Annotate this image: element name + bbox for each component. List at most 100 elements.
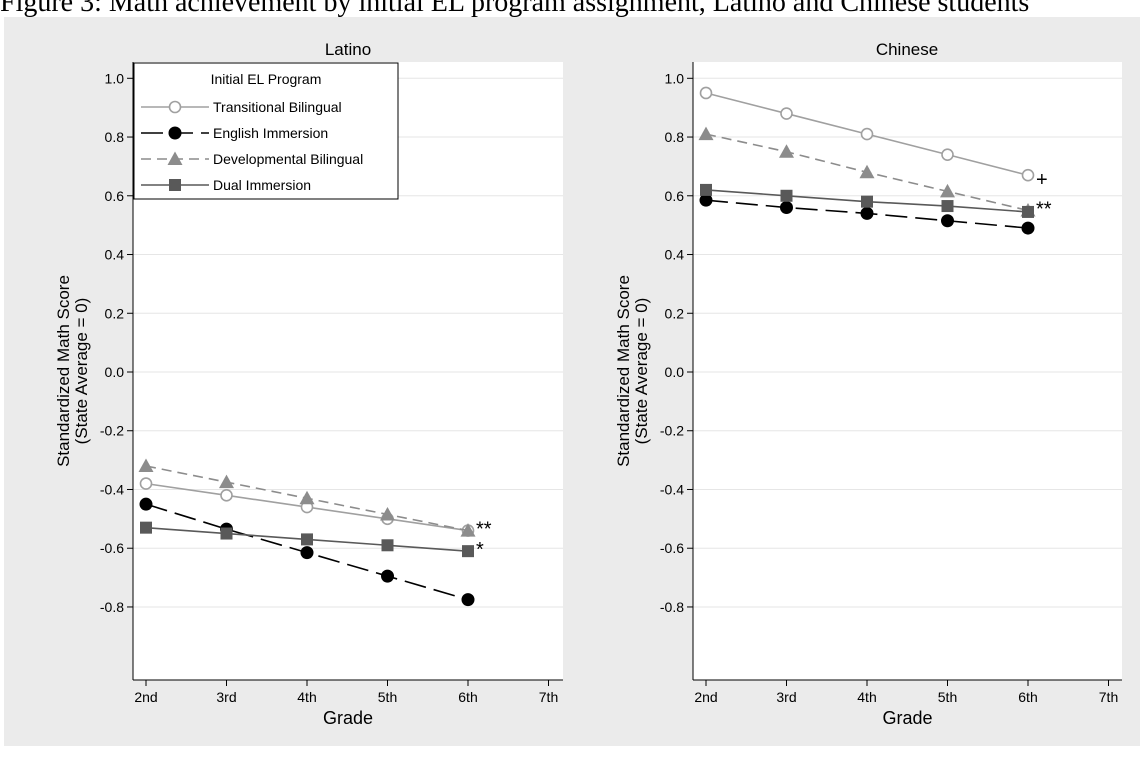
series-developmental-bilingual — [138, 458, 476, 537]
x-tick-label: 3rd — [216, 689, 236, 705]
legend-title: Initial EL Program — [211, 71, 322, 87]
data-point — [700, 183, 712, 196]
data-point — [460, 523, 476, 537]
data-point — [699, 86, 713, 100]
data-point — [941, 200, 954, 213]
x-tick-label: 5th — [378, 689, 397, 705]
data-point — [219, 474, 234, 489]
data-point — [1022, 205, 1034, 218]
x-tick-label: 6th — [458, 689, 477, 705]
legend-marker — [169, 179, 181, 191]
x-tick-label: 3rd — [776, 689, 796, 705]
legend-label: Developmental Bilingual — [213, 151, 363, 167]
y-tick-label: 0.4 — [665, 247, 685, 263]
y-tick-label: -0.6 — [660, 540, 684, 556]
data-point — [461, 593, 475, 607]
data-point — [698, 126, 714, 141]
y-tick-label: 1.0 — [665, 70, 685, 86]
y-tick-label: 0.2 — [105, 305, 125, 321]
y-tick-label: 0.8 — [665, 129, 685, 145]
legend-label: English Immersion — [213, 125, 328, 141]
panel-title: Latino — [325, 40, 371, 59]
data-point — [699, 193, 713, 207]
data-point — [139, 477, 153, 490]
y-tick-label: -0.4 — [660, 481, 684, 497]
figure-caption: Figure 3: Math achievement by initial EL… — [0, 0, 1030, 18]
data-point — [780, 189, 793, 202]
data-point — [860, 127, 874, 141]
y-axis-title: Standardized Math Score — [614, 275, 633, 467]
data-point — [462, 545, 474, 558]
y-tick-label: -0.4 — [100, 481, 124, 497]
panel-chinese — [687, 62, 1122, 686]
y-axis-title-line2: (State Average = 0) — [72, 298, 91, 445]
x-axis-title: Grade — [323, 708, 373, 728]
y-axis-title: Standardized Math Score — [54, 275, 73, 467]
data-point — [780, 201, 793, 215]
data-point — [380, 506, 395, 521]
panel-latino — [127, 62, 563, 686]
panel-title: Chinese — [876, 40, 938, 59]
data-point — [861, 195, 873, 208]
y-tick-label: 0.2 — [665, 305, 685, 321]
data-point — [1021, 168, 1035, 182]
legend — [133, 62, 399, 200]
significance-marker: * — [476, 539, 484, 561]
y-tick-label: -0.2 — [100, 423, 124, 439]
significance-marker: ** — [476, 519, 492, 541]
x-tick-label: 2nd — [694, 689, 717, 705]
x-tick-label: 5th — [938, 689, 957, 705]
y-tick-label: -0.8 — [100, 599, 124, 615]
legend-label: Dual Immersion — [213, 177, 311, 193]
y-tick-label: -0.2 — [660, 423, 684, 439]
data-point — [779, 144, 794, 158]
data-point — [941, 214, 954, 228]
data-point — [299, 490, 315, 505]
x-tick-label: 2nd — [134, 689, 157, 705]
data-point — [940, 183, 955, 198]
legend-marker — [168, 100, 182, 114]
y-tick-label: 0.6 — [665, 188, 685, 204]
y-tick-label: 0.8 — [105, 129, 125, 145]
data-point — [140, 521, 152, 534]
data-point — [139, 497, 153, 511]
significance-marker: + — [1036, 169, 1048, 191]
x-tick-label: 4th — [297, 689, 316, 705]
y-axis-title-line2: (State Average = 0) — [632, 298, 651, 445]
significance-marker: ** — [1036, 199, 1052, 221]
y-tick-label: 0.6 — [105, 188, 125, 204]
series-transitional-bilingual — [699, 86, 1035, 182]
data-point — [941, 148, 954, 161]
y-tick-label: -0.6 — [100, 540, 124, 556]
data-point — [1021, 221, 1035, 235]
data-point — [859, 164, 875, 179]
data-point — [138, 458, 154, 472]
data-point — [300, 546, 314, 560]
data-point — [220, 489, 233, 502]
series-english-immersion — [699, 193, 1035, 235]
legend-marker — [168, 126, 182, 140]
data-point — [381, 569, 394, 583]
data-point — [780, 107, 793, 120]
data-point — [301, 533, 313, 546]
x-tick-label: 7th — [539, 689, 558, 705]
legend-marker — [167, 151, 183, 165]
y-tick-label: 0.0 — [665, 364, 685, 380]
y-tick-label: 0.4 — [105, 247, 125, 263]
series-transitional-bilingual — [139, 477, 475, 537]
data-point — [381, 539, 394, 552]
series-dual-immersion — [140, 521, 474, 558]
data-point — [860, 206, 874, 220]
series-dual-immersion — [700, 183, 1034, 218]
y-tick-label: 1.0 — [105, 70, 125, 86]
x-axis-title: Grade — [882, 708, 932, 728]
legend-label: Transitional Bilingual — [213, 99, 342, 115]
x-tick-label: 7th — [1099, 689, 1118, 705]
data-point — [220, 527, 233, 540]
y-tick-label: -0.8 — [660, 599, 684, 615]
x-tick-label: 6th — [1018, 689, 1037, 705]
x-tick-label: 4th — [857, 689, 876, 705]
plot-area — [693, 62, 1122, 680]
y-tick-label: 0.0 — [105, 364, 125, 380]
